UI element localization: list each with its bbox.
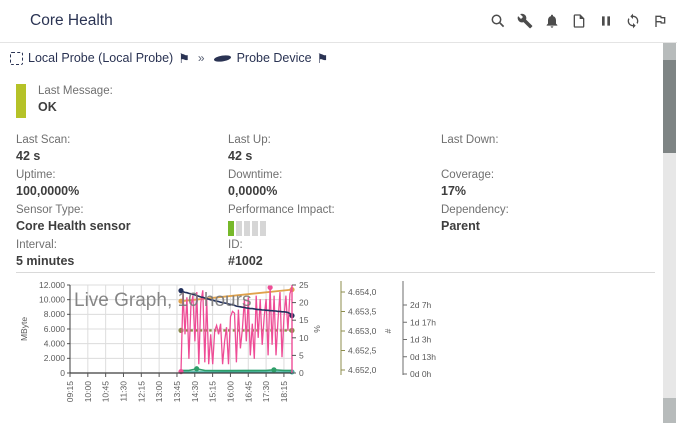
- stat-id: ID: #1002: [228, 239, 263, 268]
- scrollbar-top-stub[interactable]: [663, 43, 676, 60]
- svg-text:4.000: 4.000: [44, 338, 66, 348]
- svg-text:%: %: [312, 325, 322, 333]
- status-color-bar: [16, 84, 26, 118]
- live-graph[interactable]: 0 2.000 4.000 6.000 8.000 10.000 12.000 0 5 10 15 2…: [0, 279, 462, 417]
- header-toolbar: [490, 13, 668, 29]
- svg-text:10:00: 10:00: [83, 381, 93, 403]
- breadcrumb-separator: »: [197, 51, 205, 65]
- svg-text:6.000: 6.000: [44, 324, 66, 334]
- sensor-stats-grid: Last Scan: 42 s Last Up: 42 s Last Down: U…: [16, 133, 662, 273]
- priority-flag-icon: ⚑: [178, 50, 190, 66]
- svg-text:0d 0h: 0d 0h: [410, 369, 432, 379]
- live-graph-svg: 0 2.000 4.000 6.000 8.000 10.000 12.000 0 5 10 15 2…: [19, 280, 436, 403]
- svg-text:10: 10: [299, 333, 309, 343]
- svg-text:2.000: 2.000: [44, 353, 66, 363]
- svg-text:12:15: 12:15: [136, 381, 146, 403]
- refresh-icon[interactable]: [625, 13, 641, 29]
- svg-text:13:45: 13:45: [172, 381, 182, 403]
- svg-text:#: #: [383, 328, 393, 333]
- last-message-label: Last Message:: [38, 85, 113, 97]
- svg-text:4.653,5: 4.653,5: [348, 307, 377, 317]
- stat-uptime: Uptime: 100,0000%: [16, 169, 80, 198]
- scrollbar-thumb[interactable]: [663, 60, 676, 153]
- stat-downtime: Downtime: 0,0000%: [228, 169, 283, 198]
- status-block: Last Message: OK: [16, 84, 113, 118]
- search-icon[interactable]: [490, 13, 506, 29]
- last-message-value: OK: [38, 100, 57, 114]
- svg-text:0d 13h: 0d 13h: [410, 352, 436, 362]
- svg-text:MByte: MByte: [19, 317, 29, 341]
- pause-icon[interactable]: [598, 13, 614, 29]
- page-title: Core Health: [30, 12, 113, 29]
- svg-text:4.653,0: 4.653,0: [348, 326, 377, 336]
- svg-text:4.652,5: 4.652,5: [348, 346, 377, 356]
- header: Core Health: [0, 0, 677, 43]
- svg-text:18:15: 18:15: [279, 381, 289, 403]
- svg-text:11:30: 11:30: [118, 381, 128, 402]
- stat-last-down: Last Down:: [441, 134, 499, 146]
- performance-impact-bars: [228, 221, 441, 236]
- svg-text:09:15: 09:15: [65, 381, 75, 403]
- svg-text:4.654,0: 4.654,0: [348, 287, 377, 297]
- stat-sensor-type: Sensor Type: Core Health sensor: [16, 204, 131, 233]
- breadcrumb-device-link[interactable]: Probe Device: [236, 51, 312, 65]
- svg-text:10.000: 10.000: [39, 294, 65, 304]
- stat-performance-impact: Performance Impact:: [228, 203, 441, 238]
- svg-text:17:30: 17:30: [261, 381, 271, 403]
- stat-coverage: Coverage: 17%: [441, 169, 495, 198]
- vertical-scrollbar[interactable]: [663, 43, 676, 423]
- svg-text:16:00: 16:00: [225, 381, 235, 403]
- svg-text:14:30: 14:30: [190, 381, 200, 403]
- svg-text:0: 0: [60, 368, 65, 378]
- stat-last-scan: Last Scan: 42 s: [16, 134, 71, 163]
- probe-icon: [10, 51, 23, 65]
- svg-text:15: 15: [299, 315, 309, 325]
- tools-wrench-icon[interactable]: [517, 13, 533, 29]
- svg-text:25: 25: [299, 280, 309, 290]
- svg-text:13:00: 13:00: [154, 381, 164, 403]
- svg-text:Live Graph, 10 hours: Live Graph, 10 hours: [74, 290, 251, 311]
- svg-text:4.652,0: 4.652,0: [348, 365, 377, 375]
- svg-text:20: 20: [299, 298, 309, 308]
- svg-text:0: 0: [299, 368, 304, 378]
- notifications-bell-icon[interactable]: [544, 13, 560, 29]
- svg-text:16:45: 16:45: [243, 381, 253, 403]
- svg-text:15:15: 15:15: [208, 381, 218, 403]
- svg-text:1d 3h: 1d 3h: [410, 335, 432, 345]
- flag-icon[interactable]: [652, 13, 668, 29]
- device-icon: [213, 52, 232, 65]
- svg-text:12.000: 12.000: [39, 280, 65, 290]
- section-divider: [16, 272, 655, 273]
- svg-text:5: 5: [299, 350, 304, 360]
- breadcrumb: Local Probe (Local Probe) ⚑ » Probe Devi…: [10, 51, 328, 65]
- priority-flag-icon: ⚑: [316, 50, 329, 66]
- svg-text:1d 17h: 1d 17h: [410, 317, 436, 327]
- svg-text:2d 7h: 2d 7h: [410, 300, 432, 310]
- stat-last-up: Last Up: 42 s: [228, 134, 271, 163]
- breadcrumb-probe-link[interactable]: Local Probe (Local Probe): [28, 51, 174, 65]
- report-document-icon[interactable]: [571, 13, 587, 29]
- stat-interval: Interval: 5 minutes: [16, 239, 75, 268]
- scrollbar-bottom-stub[interactable]: [663, 398, 676, 423]
- svg-text:10:45: 10:45: [101, 381, 111, 403]
- stat-dependency: Dependency: Parent: [441, 204, 509, 233]
- svg-text:8.000: 8.000: [44, 309, 66, 319]
